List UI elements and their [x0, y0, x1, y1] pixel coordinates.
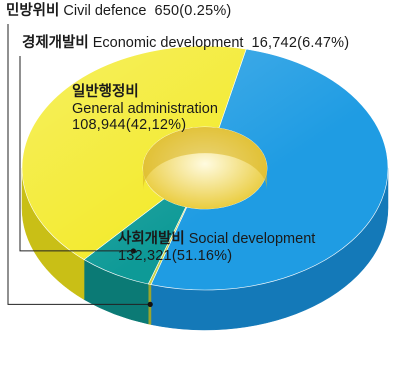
label-social-development-value: 132,321(51.16%) — [118, 247, 233, 264]
label-civil-defence-ko: 민방위비 — [6, 3, 60, 19]
label-general-administration-en: General administration — [72, 100, 218, 117]
label-civil-defence-en: Civil defence — [63, 3, 147, 19]
label-social-development-en: Social development — [188, 231, 316, 247]
label-social-development-ko: 사회개발비 — [118, 231, 185, 247]
label-general-administration-value: 108,944(42,12%) — [72, 117, 187, 134]
marker-economic-development — [130, 248, 136, 254]
label-general-administration: 일반행정비 General administration 108,944(42,… — [72, 84, 218, 134]
label-general-administration-ko: 일반행정비 — [72, 84, 139, 100]
label-economic-development-value: 16,742(6.47%) — [251, 35, 350, 51]
label-social-development: 사회개발비 Social development 132,321(51.16%) — [118, 231, 315, 264]
donut-hole — [143, 127, 267, 209]
leader-economic-development — [19, 56, 134, 252]
marker-civil-defence — [147, 301, 153, 307]
label-civil-defence: 민방위비 Civil defence 650(0.25%) — [6, 3, 231, 20]
label-economic-development: 경제개발비 Economic development 16,742(6.47%) — [22, 35, 349, 52]
label-economic-development-ko: 경제개발비 — [22, 35, 89, 51]
label-economic-development-en: Economic development — [92, 35, 244, 51]
hole-inner-wall — [143, 127, 267, 190]
label-civil-defence-value: 650(0.25%) — [154, 3, 232, 19]
leader-civil-defence — [7, 24, 151, 305]
